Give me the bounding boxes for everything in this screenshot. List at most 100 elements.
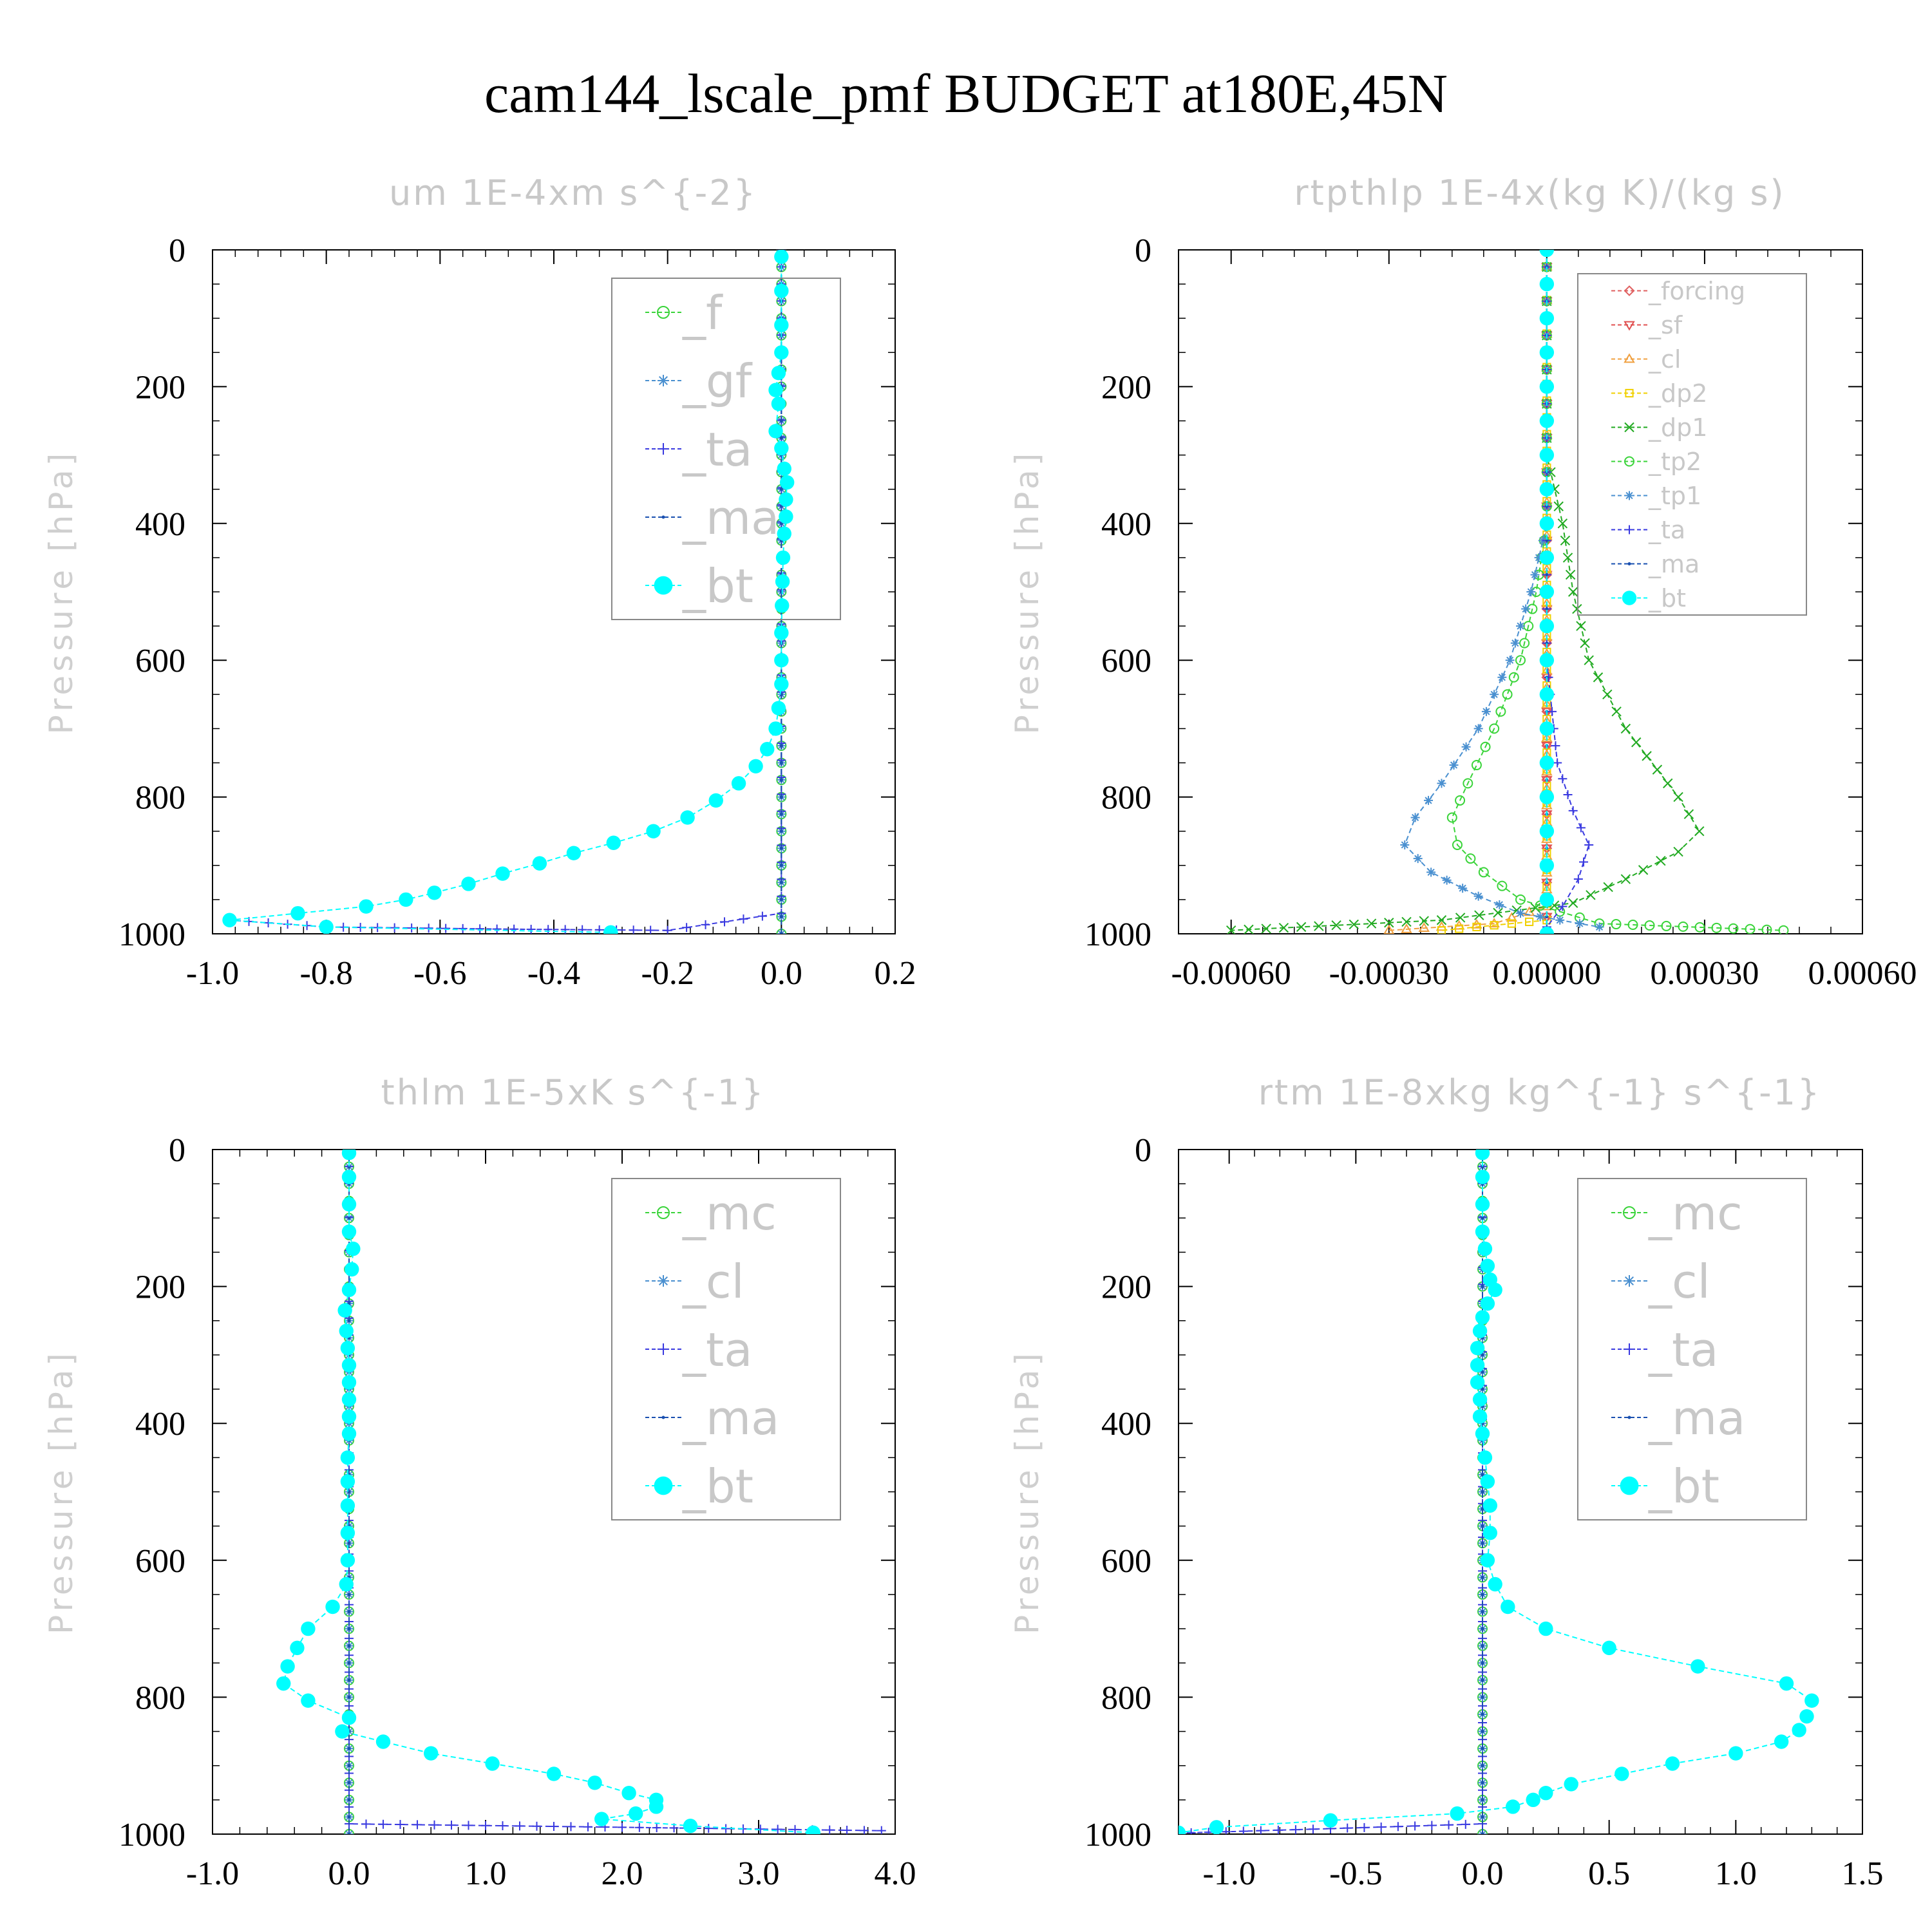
data-point — [1515, 894, 1526, 905]
data-point — [649, 1799, 664, 1814]
x-tick-label: 0.00060 — [1808, 955, 1917, 992]
data-point — [1331, 920, 1341, 931]
data-point — [1481, 1575, 1484, 1579]
data-point — [1539, 892, 1555, 907]
data-point — [1186, 1828, 1196, 1834]
data-point — [779, 829, 783, 833]
data-point — [1480, 1553, 1495, 1567]
legend-marker — [1622, 591, 1637, 605]
data-point — [1502, 689, 1513, 700]
data-point — [341, 1392, 357, 1407]
series-line — [1191, 1150, 1483, 1833]
data-point — [774, 250, 789, 264]
data-point — [347, 1644, 351, 1648]
data-point — [345, 1262, 359, 1277]
data-point — [618, 1823, 627, 1832]
data-point — [777, 461, 791, 477]
data-point — [779, 932, 783, 934]
data-point — [1564, 1777, 1578, 1792]
data-point — [1474, 910, 1484, 920]
data-point — [775, 574, 790, 589]
legend-marker — [1624, 456, 1634, 467]
legend-entry-text: _f — [682, 286, 723, 340]
data-point — [1593, 672, 1604, 683]
data-point — [347, 1541, 351, 1545]
y-tick-label: 200 — [1101, 369, 1151, 406]
data-point — [1437, 926, 1446, 934]
data-point — [876, 1826, 886, 1834]
data-point — [1455, 795, 1466, 806]
data-point — [1481, 1593, 1484, 1596]
legend-entry-text: _cl — [682, 1255, 744, 1309]
data-point — [1444, 1820, 1454, 1830]
data-point — [424, 923, 433, 933]
data-point — [1541, 833, 1553, 843]
data-point — [347, 1815, 351, 1819]
data-point — [1475, 1150, 1490, 1160]
data-point — [1508, 672, 1519, 683]
data-point — [347, 1798, 351, 1802]
data-point — [1539, 1786, 1553, 1801]
legend-entry-text: _dp1 — [1648, 413, 1707, 442]
data-point — [1631, 737, 1642, 748]
data-point — [1455, 924, 1464, 933]
y-tick-label: 0 — [169, 232, 185, 269]
data-point — [1349, 919, 1359, 930]
panel-title: thlm 1E-5xK s^{-1} — [381, 1072, 766, 1113]
y-tick-label: 1000 — [1084, 1817, 1151, 1853]
x-tick-label: -1.0 — [1203, 1855, 1256, 1892]
data-point — [1644, 920, 1655, 931]
data-point — [1478, 867, 1489, 878]
data-point — [1541, 707, 1553, 717]
data-point — [1573, 875, 1583, 884]
data-point — [1383, 924, 1395, 934]
data-point — [1400, 840, 1410, 849]
data-point — [1475, 1197, 1490, 1212]
y-axis-label: Pressure [hPa] — [1009, 450, 1046, 735]
data-point — [335, 1724, 350, 1739]
x-tick-label: 0.0 — [1462, 1855, 1504, 1892]
data-point — [1567, 898, 1578, 908]
x-tick-label: -0.6 — [413, 955, 466, 992]
data-point — [1510, 638, 1520, 648]
data-point — [774, 283, 789, 298]
data-point — [341, 1710, 357, 1725]
data-point — [779, 488, 783, 491]
data-point — [1470, 1358, 1485, 1373]
data-point — [1551, 741, 1560, 750]
data-point — [1314, 921, 1324, 931]
data-point — [1481, 706, 1491, 716]
legend-entry-text: _forcing — [1648, 277, 1745, 305]
data-point — [1501, 1599, 1515, 1615]
data-point — [739, 914, 748, 923]
data-point — [1539, 413, 1555, 428]
data-point — [1602, 689, 1613, 700]
data-point — [1481, 1610, 1484, 1614]
data-point — [1603, 882, 1613, 893]
data-point — [1323, 1813, 1338, 1828]
series_tp2 — [1446, 250, 1789, 934]
data-point — [515, 1821, 524, 1831]
data-point — [1779, 1676, 1794, 1691]
data-point — [319, 920, 334, 934]
legend-box — [611, 278, 841, 620]
legend-marker — [1624, 1343, 1635, 1355]
data-point — [498, 1821, 507, 1831]
legend: _mc _cl _ta _ma _bt — [1577, 1178, 1807, 1520]
data-point — [1179, 1825, 1186, 1834]
data-point — [1553, 758, 1562, 768]
data-point — [1804, 1693, 1819, 1708]
data-point — [1602, 1640, 1616, 1656]
y-tick-label: 0 — [1135, 1132, 1151, 1169]
data-point — [1461, 1819, 1470, 1829]
plot-frame — [1178, 1149, 1863, 1835]
data-point — [1539, 482, 1555, 497]
data-point — [1495, 706, 1506, 717]
data-point — [441, 923, 451, 933]
x-tick-label: 1.0 — [1715, 1855, 1757, 1892]
data-point — [1273, 1825, 1283, 1834]
data-point — [779, 778, 783, 782]
legend-marker — [658, 1275, 669, 1287]
data-point — [509, 924, 519, 934]
panel-title: rtm 1E-8xkg kg^{-1} s^{-1} — [1258, 1072, 1822, 1113]
